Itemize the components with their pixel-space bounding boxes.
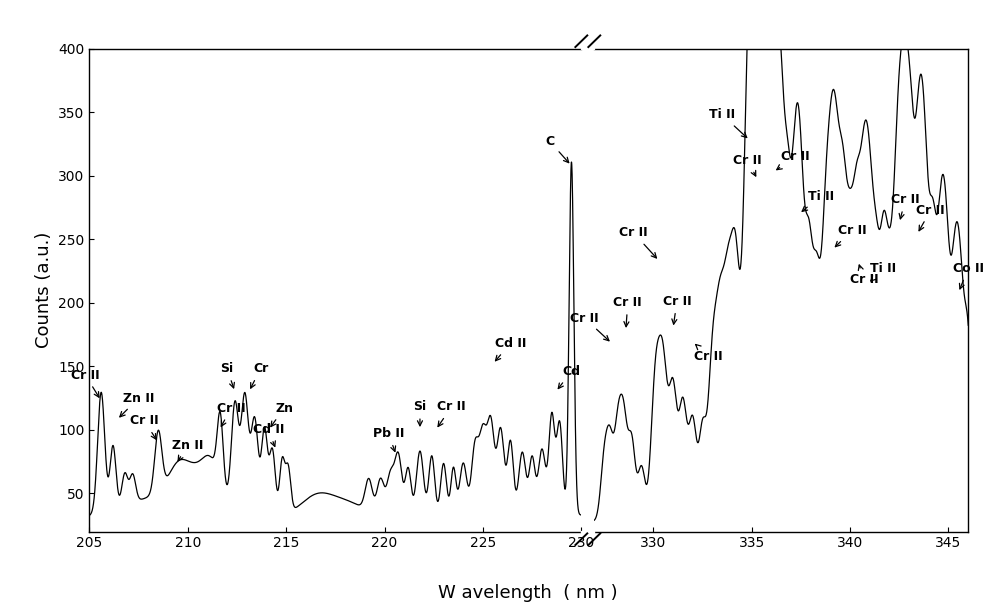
- Y-axis label: Counts (a.u.): Counts (a.u.): [35, 232, 53, 348]
- Text: Cd: Cd: [558, 365, 581, 389]
- Text: Cr II: Cr II: [437, 400, 466, 426]
- Text: W avelength  ( nm ): W avelength ( nm ): [439, 584, 618, 602]
- Text: Ti II: Ti II: [871, 262, 897, 281]
- Text: Si: Si: [220, 362, 234, 388]
- Text: Cr II: Cr II: [662, 295, 691, 324]
- Text: Cr II: Cr II: [71, 368, 99, 397]
- Text: Zn II: Zn II: [172, 439, 204, 461]
- Text: Cd II: Cd II: [495, 337, 526, 360]
- Text: Pb II: Pb II: [372, 427, 404, 452]
- Text: Cr II: Cr II: [216, 401, 245, 426]
- Text: Cr II: Cr II: [614, 296, 642, 327]
- Text: Cr: Cr: [250, 362, 268, 388]
- Text: Cr II: Cr II: [835, 224, 866, 247]
- Text: Zn II: Zn II: [120, 392, 154, 417]
- Text: Cr II: Cr II: [694, 345, 723, 362]
- Text: Zn: Zn: [271, 401, 293, 426]
- Text: Cr II: Cr II: [734, 154, 762, 176]
- Text: Cr II: Cr II: [130, 414, 159, 439]
- Text: Cr II: Cr II: [620, 227, 656, 258]
- Text: Si: Si: [413, 400, 427, 426]
- Text: C: C: [545, 135, 569, 163]
- Text: Cd II: Cd II: [253, 423, 284, 447]
- Text: Co II: Co II: [952, 262, 984, 289]
- Text: Cr II: Cr II: [891, 194, 920, 219]
- Text: Ti II: Ti II: [709, 108, 747, 137]
- Text: Cr II: Cr II: [850, 265, 878, 287]
- Text: Ti II: Ti II: [802, 189, 834, 211]
- Text: Cr II: Cr II: [570, 312, 609, 341]
- Text: Cr II: Cr II: [777, 150, 809, 170]
- Text: Cr II: Cr II: [917, 203, 945, 231]
